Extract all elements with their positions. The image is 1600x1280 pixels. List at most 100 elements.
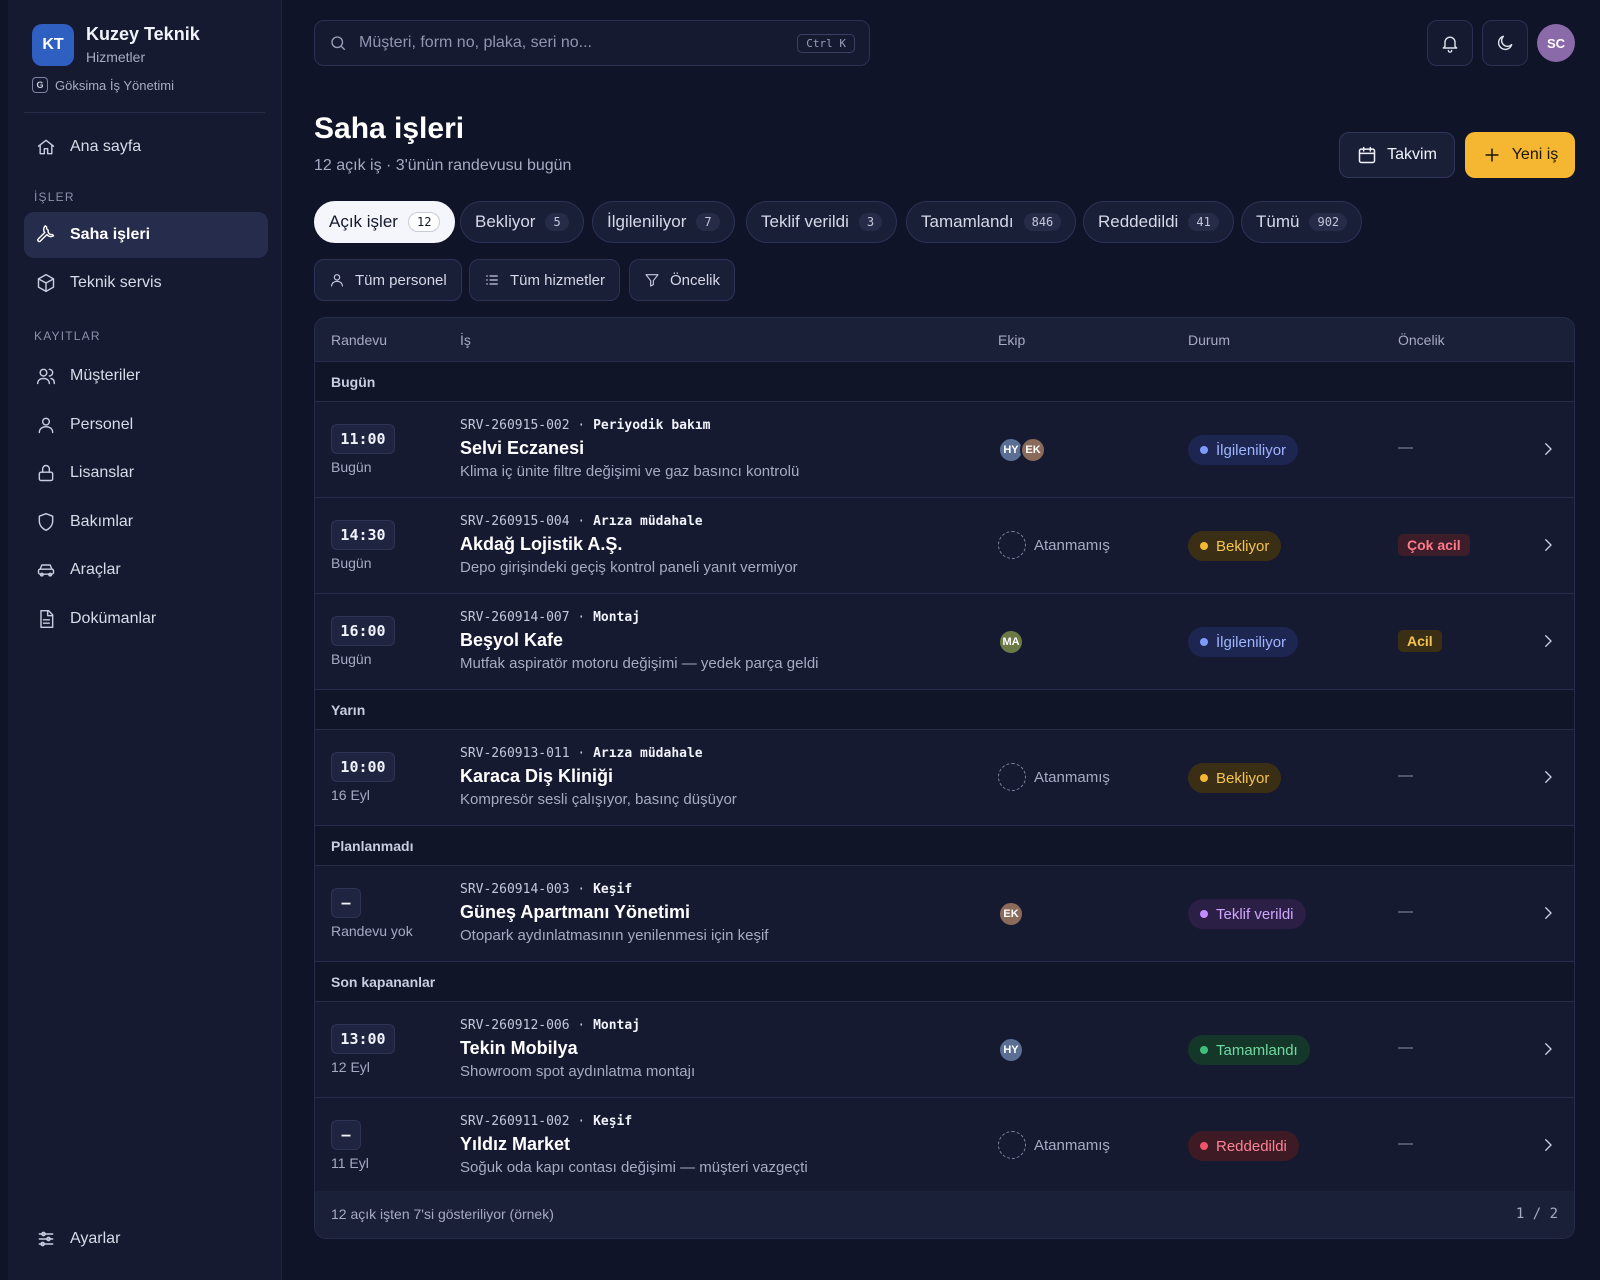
tab-completed[interactable]: Tamamlandı 846 [906, 201, 1077, 243]
job-customer[interactable]: Karaca Diş Kliniği [460, 766, 614, 786]
job-customer[interactable]: Yıldız Market [460, 1134, 571, 1154]
team-avatar: EK [1020, 437, 1046, 463]
job-meta: SRV-260914-007 · Montaj [460, 610, 641, 625]
job-type: Keşif [593, 882, 633, 897]
search-bar[interactable]: Ctrl K [314, 20, 870, 66]
sidebar-item-settings[interactable]: Ayarlar [24, 1216, 268, 1262]
chevron-right-icon[interactable] [1539, 1040, 1557, 1058]
sidebar-item-field-jobs[interactable]: Saha işleri [24, 212, 268, 258]
tab-waiting[interactable]: Bekliyor 5 [460, 201, 584, 243]
priority-empty: — [1398, 439, 1413, 456]
sidebar-item-tech-service[interactable]: Teknik servis [24, 260, 268, 306]
sliders-icon [38, 1231, 54, 1247]
filter-label: Öncelik [670, 271, 721, 289]
tab-open-jobs[interactable]: Açık işler 12 [314, 201, 456, 243]
team-avatar: MA [998, 629, 1024, 655]
column-header-team[interactable]: Ekip [998, 332, 1026, 348]
table-row[interactable]: – Randevu yok SRV-260914-003 · Keşif Gün… [315, 866, 1574, 962]
staff-filter-button[interactable]: Tüm personel [314, 259, 462, 301]
tab-label: Açık işler [329, 212, 398, 231]
tab-rejected[interactable]: Reddedildi 41 [1083, 201, 1234, 243]
priority-empty: — [1398, 767, 1413, 784]
table-row[interactable]: 11:00 Bugün SRV-260915-002 · Periyodik b… [315, 402, 1574, 498]
table-row[interactable]: 16:00 Bugün SRV-260914-007 · Montaj Beşy… [315, 594, 1574, 690]
table-row[interactable]: 10:00 16 Eyl SRV-260913-011 · Arıza müda… [315, 730, 1574, 826]
appointment-time: 11:00 [331, 424, 395, 454]
tab-all[interactable]: Tümü 902 [1241, 201, 1363, 243]
search-input[interactable] [359, 34, 798, 52]
chevron-right-icon[interactable] [1539, 904, 1557, 922]
job-meta: SRV-260913-011 · Arıza müdahale [460, 746, 703, 761]
job-customer[interactable]: Akdağ Lojistik A.Ş. [460, 534, 623, 554]
sidebar-item-maintenance[interactable]: Bakımlar [24, 499, 268, 545]
page-separator: / [1532, 1206, 1542, 1222]
sidebar-divider [24, 112, 265, 113]
appointment-time: – [331, 888, 361, 918]
filter-icon [645, 274, 659, 287]
status-label: Bekliyor [1216, 769, 1270, 787]
tab-count-badge: 3 [858, 213, 883, 231]
table-row[interactable]: 14:30 Bugün SRV-260915-004 · Arıza müdah… [315, 498, 1574, 594]
table-summary: 12 açık işten 7'si gösteriliyor (örnek) [331, 1206, 554, 1222]
job-code: SRV-260914-003 [460, 882, 570, 897]
status-badge: İlgileniliyor [1188, 435, 1299, 465]
theme-toggle-button[interactable] [1482, 20, 1528, 66]
appointment-time: 10:00 [331, 752, 395, 782]
sidebar-item-staff[interactable]: Personel [24, 402, 268, 448]
document-icon [40, 609, 54, 629]
user-avatar[interactable]: SC [1537, 24, 1575, 62]
tab-quoted[interactable]: Teklif verildi 3 [746, 201, 898, 243]
column-header-priority[interactable]: Öncelik [1398, 332, 1445, 348]
job-customer[interactable]: Tekin Mobilya [460, 1038, 578, 1058]
column-header-appointment[interactable]: Randevu [331, 332, 388, 348]
job-description: Klima iç ünite filtre değişimi ve gaz ba… [460, 463, 800, 480]
chevron-right-icon[interactable] [1539, 440, 1557, 458]
chevron-right-icon[interactable] [1539, 632, 1557, 650]
job-meta: SRV-260914-003 · Keşif [460, 882, 633, 897]
sidebar-item-label: Saha işleri [70, 226, 151, 243]
status-label: Reddedildi [1216, 1137, 1287, 1155]
tab-count-badge: 902 [1309, 213, 1348, 231]
tab-count-badge: 12 [407, 212, 441, 232]
sidebar-section-records: KAYITLAR [34, 329, 101, 343]
appointment-time: 14:30 [331, 520, 395, 550]
column-header-status[interactable]: Durum [1188, 332, 1231, 348]
search-shortcut-badge: Ctrl K [797, 33, 855, 53]
tab-label: Teklif verildi [761, 212, 849, 231]
tab-label: İlgileniliyor [607, 212, 687, 231]
chevron-right-icon[interactable] [1539, 768, 1557, 786]
sidebar-item-vehicles[interactable]: Araçlar [24, 547, 268, 593]
brand-subtitle: Hizmetler [86, 49, 146, 65]
new-job-button[interactable]: Yeni iş [1465, 132, 1575, 178]
home-icon [37, 139, 55, 155]
sidebar-item-home[interactable]: Ana sayfa [24, 124, 268, 170]
team-avatar: EK [998, 901, 1024, 927]
sidebar-item-label: Bakımlar [70, 513, 134, 530]
unassigned-icon [998, 763, 1026, 791]
sidebar-item-documents[interactable]: Dokümanlar [24, 596, 268, 642]
column-header-job[interactable]: İş [460, 332, 471, 348]
job-customer[interactable]: Güneş Apartmanı Yönetimi [460, 902, 691, 922]
tab-in-progress[interactable]: İlgileniliyor 7 [592, 201, 735, 243]
notifications-button[interactable] [1427, 20, 1473, 66]
sidebar-item-customers[interactable]: Müşteriler [24, 353, 268, 399]
services-filter-button[interactable]: Tüm hizmetler [469, 259, 621, 301]
priority-filter-button[interactable]: Öncelik [629, 259, 736, 301]
status-badge: Reddedildi [1188, 1131, 1299, 1161]
chevron-right-icon[interactable] [1539, 536, 1557, 554]
sidebar-item-licenses[interactable]: Lisanslar [24, 450, 268, 496]
org-switcher[interactable]: G Göksima İş Yönetimi [32, 77, 174, 93]
job-customer[interactable]: Selvi Eczanesi [460, 438, 585, 458]
table-row[interactable]: – 11 Eyl SRV-260911-002 · Keşif Yıldız M… [315, 1098, 1574, 1194]
chevron-right-icon[interactable] [1539, 1136, 1557, 1154]
table-row[interactable]: 13:00 12 Eyl SRV-260912-006 · Montaj Tek… [315, 1002, 1574, 1098]
job-code: SRV-260913-011 [460, 746, 570, 761]
pagination[interactable]: 1 / 2 [1516, 1206, 1558, 1222]
calendar-button[interactable]: Takvim [1339, 132, 1455, 178]
job-type: Montaj [593, 610, 641, 625]
tab-label: Tamamlandı [921, 212, 1014, 231]
page-title: Saha işleri [314, 112, 465, 145]
job-customer[interactable]: Beşyol Kafe [460, 630, 564, 650]
sidebar-item-label: Personel [70, 416, 134, 433]
tab-count-badge: 7 [696, 213, 720, 231]
